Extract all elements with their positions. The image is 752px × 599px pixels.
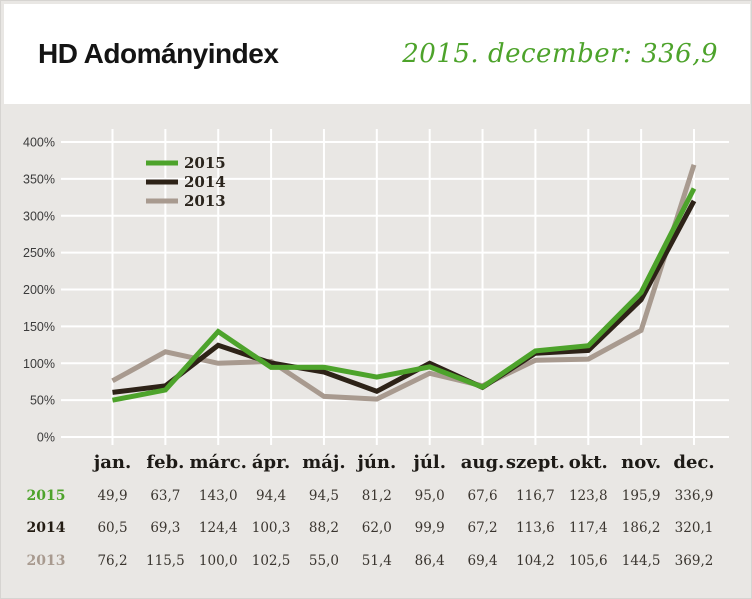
value-2013-3: 100,0 [198, 552, 238, 569]
value-2013-5: 55,0 [308, 552, 339, 569]
y-axis-tick-label: 100% [23, 357, 55, 371]
y-axis-tick-label: 0% [37, 431, 55, 445]
y-axis-tick-label: 300% [23, 209, 55, 223]
value-2013-9: 104,2 [516, 552, 555, 569]
value-2013-10: 105,6 [568, 552, 608, 569]
value-2015-11: 195,9 [621, 488, 661, 504]
y-axis-tick-label: 50% [30, 394, 55, 408]
value-2013-4: 102,5 [251, 552, 291, 569]
value-2014-11: 186,2 [621, 520, 661, 536]
value-2015-9: 116,7 [516, 488, 555, 504]
line-series-2015 [112, 187, 697, 403]
month-header-dec: dec. [673, 452, 715, 473]
month-header-jún: jún. [357, 452, 397, 473]
legend-swatch-2013 [146, 198, 178, 204]
index-value-headline: 2015. december: 336,9 [402, 39, 718, 69]
legend-swatch-2014 [146, 179, 178, 185]
value-2014-1: 60,5 [97, 520, 128, 536]
month-header-ápr: ápr. [251, 452, 291, 473]
table-row-2014: 2014 60,5 69,3 124,4 100,3 88,2 62,0 99,9 67,2 11… [1, 520, 751, 538]
month-header-row: jan. feb. márc. ápr. máj. jún. júl. aug. szept. o… [1, 452, 751, 478]
legend-label-2014: 2014 [184, 173, 226, 191]
y-axis-tick-label: 400% [23, 136, 55, 150]
value-2014-6: 62,0 [361, 520, 392, 536]
legend-label-2013: 2013 [184, 192, 226, 210]
y-axis-tick-label: 250% [23, 246, 55, 260]
value-2013-11: 144,5 [621, 552, 661, 569]
value-2015-1: 49,9 [97, 488, 128, 504]
value-2015-6: 81,2 [361, 488, 392, 504]
value-2013-2: 115,5 [146, 552, 185, 569]
value-2015-12: 336,9 [674, 488, 714, 504]
value-2014-2: 69,3 [150, 520, 181, 536]
month-header-júl: júl. [413, 452, 447, 473]
value-2014-4: 100,3 [251, 520, 291, 536]
value-2013-7: 86,4 [414, 552, 445, 569]
y-axis-tick-label: 350% [23, 172, 55, 186]
value-2015-5: 94,5 [308, 488, 339, 504]
month-header-aug: aug. [460, 452, 505, 473]
month-header-jan: jan. [93, 452, 132, 473]
value-2014-3: 124,4 [198, 520, 238, 536]
value-2015-4: 94,4 [256, 488, 287, 504]
row-label-2013: 2013 [26, 552, 66, 569]
value-2014-10: 117,4 [568, 520, 608, 536]
header-card: HD Adományindex 2015. december: 336,9 [4, 4, 750, 104]
value-2015-7: 95,0 [414, 488, 445, 504]
value-2015-3: 143,0 [198, 488, 238, 504]
value-2014-7: 99,9 [414, 520, 445, 536]
value-2014-5: 88,2 [308, 520, 339, 536]
y-axis-tick-label: 200% [23, 283, 55, 297]
month-header-máj: máj. [302, 452, 346, 473]
value-2015-8: 67,6 [467, 488, 498, 504]
value-2014-8: 67,2 [467, 520, 498, 536]
value-2013-12: 369,2 [674, 552, 714, 569]
month-header-márc: márc. [189, 452, 247, 473]
value-2014-12: 320,1 [674, 520, 714, 536]
month-header-szept: szept. [505, 452, 565, 473]
row-label-2015: 2015 [26, 488, 66, 504]
y-axis-tick-label: 150% [23, 320, 55, 334]
month-header-feb: feb. [146, 452, 185, 473]
donation-index-line-chart: 0%50%100%150%200%250%300%350%400%2015201… [23, 129, 729, 445]
value-2013-1: 76,2 [97, 552, 128, 569]
value-2013-6: 51,4 [361, 552, 392, 569]
month-header-nov: nov. [621, 452, 662, 473]
line-series-2014 [112, 199, 697, 395]
page-title: HD Adományindex [38, 38, 279, 69]
month-header-okt: okt. [568, 452, 608, 473]
table-row-2013: 2013 76,2 115,5 100,0 102,5 55,0 51,4 86,4 69,4 1… [1, 552, 751, 571]
value-2013-8: 69,4 [467, 552, 498, 569]
value-2014-9: 113,6 [516, 520, 555, 536]
line-series-2013 [111, 163, 697, 402]
row-label-2014: 2014 [26, 520, 66, 536]
legend-swatch-2015 [146, 160, 178, 166]
legend-label-2015: 2015 [184, 154, 226, 172]
value-2015-2: 63,7 [150, 488, 181, 504]
table-row-2015: 2015 49,9 63,7 143,0 94,4 94,5 81,2 95,0 67,6 116… [1, 488, 751, 506]
value-2015-10: 123,8 [568, 488, 608, 504]
